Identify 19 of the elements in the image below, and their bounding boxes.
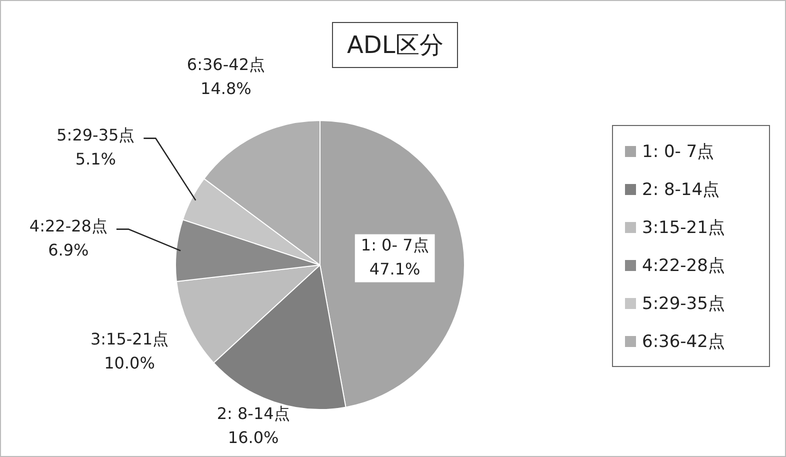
- data-label: 5.1%: [75, 149, 116, 168]
- legend-label: 4:22-28点: [642, 254, 725, 276]
- slice-label: 2: 8-14点: [216, 404, 290, 424]
- slice-label: 5:29-35点: [56, 125, 135, 144]
- slice-label: 6:36-42点: [186, 54, 265, 74]
- legend-label: 6:36-42点: [642, 330, 725, 352]
- data-label: 47.1%: [369, 259, 420, 278]
- data-label: 10.0%: [104, 353, 155, 372]
- data-label: 16.0%: [228, 428, 279, 448]
- slice-label: 3:15-21点: [90, 329, 169, 348]
- legend-label: 2: 8-14点: [642, 178, 720, 200]
- slice-label: 4:22-28点: [29, 216, 108, 236]
- data-label: 6.9%: [48, 240, 89, 260]
- legend-label: 1: 0- 7点: [642, 140, 714, 162]
- legend-label: 3:15-21点: [642, 216, 725, 238]
- slice-label: 1: 0- 7点: [360, 235, 429, 254]
- data-label: 14.8%: [200, 78, 252, 98]
- legend-label: 5:29-35点: [642, 292, 725, 314]
- chart-title: ADL区分: [332, 22, 458, 68]
